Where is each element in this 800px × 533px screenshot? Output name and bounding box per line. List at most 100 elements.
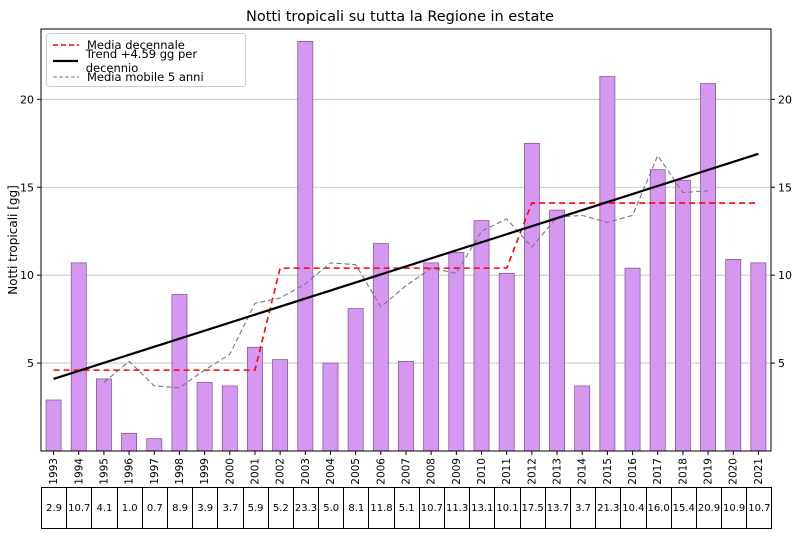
x-tick-label-2008: 2008 <box>426 458 438 485</box>
x-tick-label-2021: 2021 <box>753 458 765 485</box>
bar-1996 <box>121 433 138 452</box>
x-axis: 1993 1994 1995 1996 1997 1998 1999 2000 2001 2002… <box>48 451 765 485</box>
table-cell-1994: 10.7 <box>66 487 93 529</box>
bar-1997 <box>146 438 163 452</box>
table-cell-2018: 15.4 <box>670 487 697 529</box>
table-cell-2002: 5.2 <box>267 487 294 529</box>
table-cell-2007: 5.1 <box>393 487 420 529</box>
table-cell-2013: 13.7 <box>544 487 571 529</box>
x-tick-label-2017: 2017 <box>652 458 664 485</box>
x-tick-label-1993: 1993 <box>48 458 60 485</box>
values-table: 2.9 10.7 4.1 1.0 0.7 8.9 3.9 3.7 5.9 5.2 23.3 5.0 8.… <box>40 487 773 529</box>
table-cell-2014: 3.7 <box>569 487 597 529</box>
moving-average-line <box>103 154 709 389</box>
bar-2004 <box>322 362 339 452</box>
table-cell-2005: 8.1 <box>343 487 370 529</box>
bar-2018 <box>674 179 691 452</box>
y-tick-label-left: 20 <box>20 93 34 106</box>
x-tick-label-2004: 2004 <box>325 458 337 485</box>
x-tick-label-2007: 2007 <box>401 458 413 485</box>
bar-2007 <box>398 360 414 452</box>
legend-item-moving-average: Media mobile 5 anni <box>53 69 204 85</box>
x-tick-label-2005: 2005 <box>350 458 362 485</box>
y-tick-label-right: 20 <box>778 93 792 106</box>
table-cell-2006: 11.8 <box>368 487 395 529</box>
legend-label-trend: Trend +4.59 gg per decennio <box>85 47 198 75</box>
y-tick-label-right: 15 <box>778 181 792 194</box>
x-tick-label-2019: 2019 <box>703 458 715 485</box>
x-tick-label-2009: 2009 <box>451 458 463 485</box>
table-cell-2011: 10.1 <box>494 487 521 529</box>
x-tick-label-2016: 2016 <box>627 458 639 485</box>
bar-2020 <box>725 258 742 452</box>
legend-item-decadal-mean: Media decennale <box>53 37 185 53</box>
chart-title: Notti tropicali su tutta la Regione in e… <box>246 9 554 25</box>
values-table-row: 2.9 10.7 4.1 1.0 0.7 8.9 3.9 3.7 5.9 5.2 23.3 5.0 8.… <box>40 487 773 529</box>
y-axis-left: 5 10 15 20 <box>20 93 41 370</box>
y-tick-label-right: 10 <box>778 269 792 282</box>
bar-2003 <box>297 40 314 452</box>
bar-2005 <box>347 308 364 452</box>
bar-2010 <box>473 220 490 452</box>
table-cell-2001: 5.9 <box>242 487 269 529</box>
bar-2013 <box>549 209 565 452</box>
x-tick-label-1994: 1994 <box>73 458 85 485</box>
table-cell-1997: 0.7 <box>141 487 168 529</box>
x-tick-label-2001: 2001 <box>249 458 261 485</box>
x-tick-label-2018: 2018 <box>677 458 689 485</box>
bar-1994 <box>70 262 87 452</box>
trend-line <box>53 152 759 380</box>
bar-2012 <box>523 142 540 452</box>
x-tick-label-2002: 2002 <box>275 458 287 485</box>
table-cell-2008: 10.7 <box>418 487 446 529</box>
x-tick-label-2006: 2006 <box>375 458 387 485</box>
y-tick-label-left: 5 <box>27 357 34 370</box>
legend-swatch-decadal-mean <box>53 44 79 46</box>
table-cell-2021: 10.7 <box>746 487 773 529</box>
table-cell-2015: 21.3 <box>595 487 622 529</box>
x-tick-label-2020: 2020 <box>728 458 740 485</box>
legend-swatch-moving-average <box>53 76 79 78</box>
legend-item-trend: Trend +4.59 gg per decennio <box>53 47 245 75</box>
y-axis-right: 5 10 15 20 <box>771 93 792 370</box>
table-cell-2000: 3.7 <box>217 487 244 529</box>
table-cell-1998: 8.9 <box>166 487 194 529</box>
x-tick-label-1996: 1996 <box>124 458 136 485</box>
legend-swatch-trend <box>53 59 78 63</box>
x-tick-label-1999: 1999 <box>199 458 211 485</box>
table-cell-1995: 4.1 <box>91 487 118 529</box>
x-tick-label-1997: 1997 <box>149 458 161 485</box>
table-cell-1993: 2.9 <box>40 487 68 529</box>
x-tick-label-1998: 1998 <box>174 458 186 485</box>
bar-2011 <box>498 273 515 452</box>
table-cell-2012: 17.5 <box>519 487 546 529</box>
bars <box>45 40 767 452</box>
y-tick-label-left: 15 <box>20 181 34 194</box>
x-tick-label-2014: 2014 <box>577 458 589 485</box>
legend: Media decennale Trend +4.59 gg per decen… <box>46 33 246 87</box>
table-cell-2003: 23.3 <box>292 487 320 529</box>
bar-2017 <box>649 169 666 452</box>
lines <box>53 152 759 389</box>
bar-1995 <box>96 378 112 452</box>
bar-2015 <box>599 76 616 452</box>
bar-1999 <box>196 382 213 452</box>
y-axis-label: Notti tropicali [gg] <box>6 185 20 295</box>
table-cell-1996: 1.0 <box>116 487 143 529</box>
x-tick-label-2013: 2013 <box>552 458 564 485</box>
x-tick-label-2011: 2011 <box>501 458 513 485</box>
table-cell-2009: 11.3 <box>443 487 471 529</box>
decadal-mean-line <box>53 202 759 371</box>
bar-2014 <box>574 385 591 452</box>
table-cell-2019: 20.9 <box>695 487 723 529</box>
bar-1998 <box>171 294 188 452</box>
legend-label-moving-average: Media mobile 5 anni <box>87 70 204 84</box>
table-cell-1999: 3.9 <box>192 487 219 529</box>
bar-2021 <box>750 262 767 452</box>
table-cell-2017: 16.0 <box>645 487 672 529</box>
y-tick-label-right: 5 <box>778 357 785 370</box>
bar-1993 <box>45 399 62 452</box>
y-tick-label-left: 10 <box>20 269 34 282</box>
bar-2001 <box>247 346 263 452</box>
